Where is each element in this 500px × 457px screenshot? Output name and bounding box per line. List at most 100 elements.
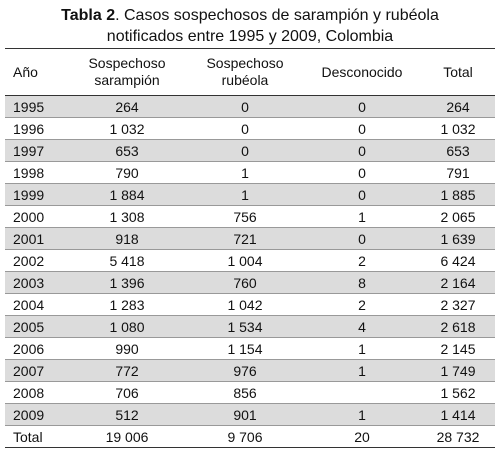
table-row: 1998 790 1 0 791: [5, 161, 495, 184]
table-cell: 1: [187, 183, 303, 206]
table-cell: 2: [303, 249, 421, 272]
table-cell: 2004: [5, 293, 67, 316]
table-row: 2009 512 901 1 1 414: [5, 403, 495, 426]
table-cell: 2007: [5, 359, 67, 382]
table-cell: 264: [421, 95, 495, 118]
table-cell: 2 145: [421, 337, 495, 360]
header-cell: Año: [5, 48, 67, 96]
table-cell: 1: [303, 337, 421, 360]
table-cell: 2009: [5, 403, 67, 426]
table-cell: 1 639: [421, 227, 495, 250]
table-cell: 1997: [5, 139, 67, 162]
table-cell: 264: [67, 95, 187, 118]
table-row: 1997 653 0 0 653: [5, 139, 495, 162]
table-cell: 653: [421, 139, 495, 162]
table-title: Tabla 2. Casos sospechosos de sarampión …: [0, 0, 500, 45]
table-cell: 1 884: [67, 183, 187, 206]
table-cell: 756: [187, 205, 303, 228]
total-cell: Total: [5, 425, 67, 448]
table-cell: 721: [187, 227, 303, 250]
table-cell: 1 749: [421, 359, 495, 382]
header-cell: Sospechoso sarampión: [67, 48, 187, 96]
table-row: 1996 1 032 0 0 1 032: [5, 117, 495, 140]
table-cell: 1 414: [421, 403, 495, 426]
table-row: 2007 772 976 1 1 749: [5, 359, 495, 382]
table-cell: 760: [187, 271, 303, 294]
table-cell: 1: [303, 205, 421, 228]
table-cell: 0: [187, 117, 303, 140]
table-cell: 1 154: [187, 337, 303, 360]
table-cell: 1 308: [67, 205, 187, 228]
table-cell: 1 004: [187, 249, 303, 272]
table-cell: 2 327: [421, 293, 495, 316]
table-cell: 0: [303, 161, 421, 184]
table-cell: 976: [187, 359, 303, 382]
table-cell: 512: [67, 403, 187, 426]
table-cell: 0: [187, 139, 303, 162]
table-cell: 1: [303, 359, 421, 382]
table-cell: 990: [67, 337, 187, 360]
table-cell: 2 618: [421, 315, 495, 338]
table-cell: 2: [303, 293, 421, 316]
total-cell: 20: [303, 425, 421, 448]
table-cell: 706: [67, 381, 187, 404]
table-cell: 2000: [5, 205, 67, 228]
table-cell: 918: [67, 227, 187, 250]
table-cell: 1 032: [421, 117, 495, 140]
table-cell: 0: [303, 227, 421, 250]
header-cell: Total: [421, 48, 495, 96]
table-cell: 1: [303, 403, 421, 426]
total-row: Total 19 006 9 706 20 28 732: [5, 425, 495, 448]
table-cell: 1: [187, 161, 303, 184]
table-cell: 1 283: [67, 293, 187, 316]
table-cell: 772: [67, 359, 187, 382]
table-cell: 1 032: [67, 117, 187, 140]
table-row: 2000 1 308 756 1 2 065: [5, 205, 495, 228]
table-cell: 1998: [5, 161, 67, 184]
total-cell: 28 732: [421, 425, 495, 448]
table-cell: 0: [303, 117, 421, 140]
title-label: Tabla 2: [61, 7, 116, 24]
table-cell: 6 424: [421, 249, 495, 272]
table-cell: 1 562: [421, 381, 495, 404]
table-cell: 1995: [5, 95, 67, 118]
total-cell: 19 006: [67, 425, 187, 448]
table-cell: 2001: [5, 227, 67, 250]
table-cell: 1 885: [421, 183, 495, 206]
table-row: 2005 1 080 1 534 4 2 618: [5, 315, 495, 338]
table-cell: 791: [421, 161, 495, 184]
table-cell: 1996: [5, 117, 67, 140]
table-cell: 856: [187, 381, 303, 404]
table-row: 2001 918 721 0 1 639: [5, 227, 495, 250]
header-row: Año Sospechoso sarampión Sospechoso rubéol…: [5, 48, 495, 96]
table-cell: 8: [303, 271, 421, 294]
table-cell: 1 396: [67, 271, 187, 294]
table-row: 1999 1 884 1 0 1 885: [5, 183, 495, 206]
table-cell: 790: [67, 161, 187, 184]
data-table: Año Sospechoso sarampión Sospechoso rubéol…: [5, 48, 495, 448]
table-cell: 0: [303, 139, 421, 162]
table-cell: 2005: [5, 315, 67, 338]
table-cell: 2 164: [421, 271, 495, 294]
table-cell: 4: [303, 315, 421, 338]
table-cell: 2003: [5, 271, 67, 294]
table-row: 2006 990 1 154 1 2 145: [5, 337, 495, 360]
title-text: . Casos sospechosos de sarampión y rubéo…: [106, 7, 439, 45]
table-row: 2003 1 396 760 8 2 164: [5, 271, 495, 294]
table-cell: 0: [303, 95, 421, 118]
table-cell: 2002: [5, 249, 67, 272]
table-cell: 2006: [5, 337, 67, 360]
table-cell: 1 042: [187, 293, 303, 316]
table-cell: 1999: [5, 183, 67, 206]
table-cell: 1 080: [67, 315, 187, 338]
header-cell: Desconocido: [303, 48, 421, 96]
table-cell: 2008: [5, 381, 67, 404]
table-cell: 1 534: [187, 315, 303, 338]
total-cell: 9 706: [187, 425, 303, 448]
table-cell: 901: [187, 403, 303, 426]
table-row: 2004 1 283 1 042 2 2 327: [5, 293, 495, 316]
table-row: 1995 264 0 0 264: [5, 95, 495, 118]
table-cell: 653: [67, 139, 187, 162]
table-cell: 0: [303, 183, 421, 206]
